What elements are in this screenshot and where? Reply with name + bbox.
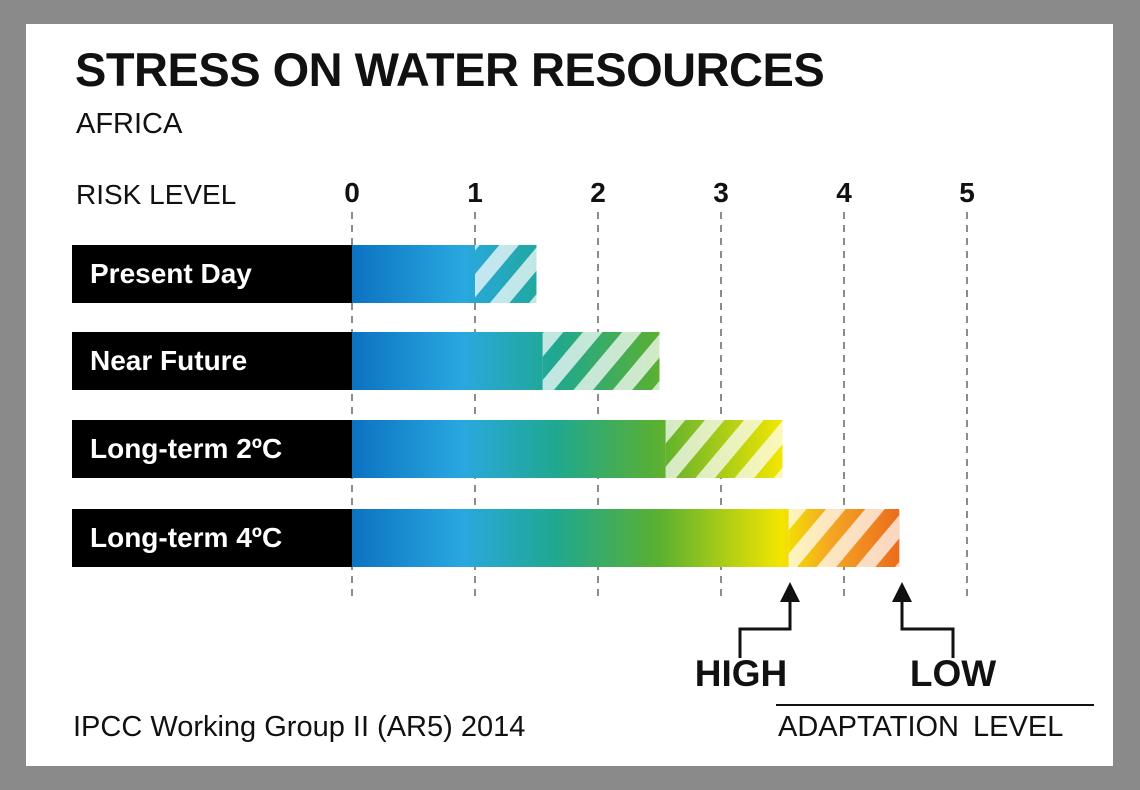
row-label: Present Day	[90, 258, 252, 289]
adaptation-arrows: HIGH LOW	[695, 582, 1094, 706]
tick-labels: 0 1 2 3 4 5	[344, 177, 975, 208]
chart-subtitle: AFRICA	[76, 108, 183, 140]
low-arrow-line	[900, 598, 955, 658]
bar-high-adaptation	[352, 332, 543, 390]
bar-high-adaptation	[352, 245, 475, 303]
bars: Present Day Near Future Long-term 2ºC Long-…	[72, 245, 900, 567]
bar-hatch-overlay	[475, 245, 537, 303]
bar-hatch-overlay	[542, 332, 660, 390]
row-label-bg	[72, 245, 352, 303]
row-label-bg	[72, 332, 352, 390]
x-axis-label: RISK LEVEL	[76, 179, 237, 210]
low-label: LOW	[910, 653, 996, 694]
row-label-bg	[72, 420, 352, 478]
tick-label-4: 4	[836, 177, 852, 208]
tick-label-5: 5	[959, 177, 975, 208]
high-label: HIGH	[695, 653, 788, 694]
bar-high-adaptation	[352, 420, 666, 478]
bar-hatch-overlay	[665, 420, 783, 478]
chart-title: STRESS ON WATER RESOURCES	[75, 43, 825, 96]
tick-label-2: 2	[590, 177, 606, 208]
high-arrow-head	[780, 582, 800, 602]
tick-label-1: 1	[467, 177, 483, 208]
row-label: Long-term 4ºC	[90, 522, 282, 553]
tick-label-3: 3	[713, 177, 729, 208]
tick-label-0: 0	[344, 177, 360, 208]
chart-card	[26, 24, 1113, 766]
adaptation-level-label: ADAPTATION LEVEL	[778, 711, 1064, 743]
high-arrow-line	[738, 598, 792, 658]
row-label-bg	[72, 509, 352, 567]
row-label: Near Future	[90, 345, 247, 376]
low-arrow-head	[892, 582, 912, 602]
bar-hatch-overlay	[788, 509, 900, 567]
row-label: Long-term 2ºC	[90, 433, 282, 464]
bar-high-adaptation	[352, 509, 789, 567]
source-note: IPCC Working Group II (AR5) 2014	[73, 711, 526, 743]
